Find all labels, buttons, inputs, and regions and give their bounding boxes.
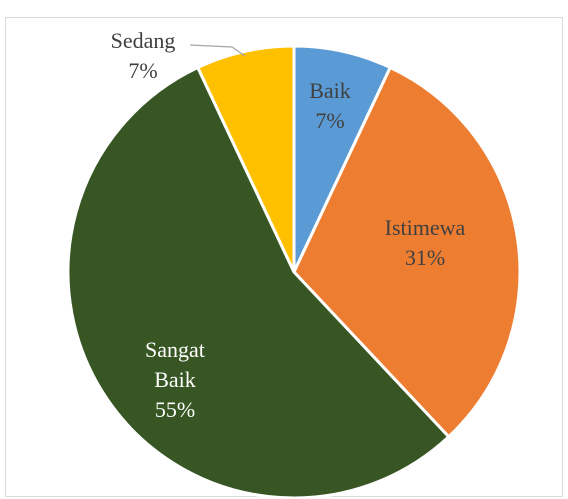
slice-label-line: 55% [155,397,195,422]
slice-label-line: 7% [315,108,344,133]
leader-line [189,44,246,57]
slice-label-line: 7% [128,58,157,83]
slice-label-sedang: Sedang 7% [111,28,176,83]
slice-label-line: Baik [309,78,351,103]
pie-labels: Baik 7% Istimewa 31% Sangat Baik 55% Sedang 7% [111,28,466,422]
slice-label-line: Sangat [145,337,205,362]
slice-label-line: Baik [154,367,196,392]
pie-slice-sedang [196,44,296,274]
slice-label-line: Istimewa [385,215,466,240]
pie-slice-sangat-baik [66,66,451,499]
slice-label-line: 31% [405,245,445,270]
slice-label-baik: Baik 7% [309,78,351,133]
pie-slices [66,44,522,499]
slice-label-istimewa: Istimewa 31% [385,215,466,270]
pie-slice-istimewa [292,66,522,439]
slice-label-sangat-baik: Sangat Baik 55% [145,337,205,422]
slice-label-line: Sedang [111,28,176,53]
